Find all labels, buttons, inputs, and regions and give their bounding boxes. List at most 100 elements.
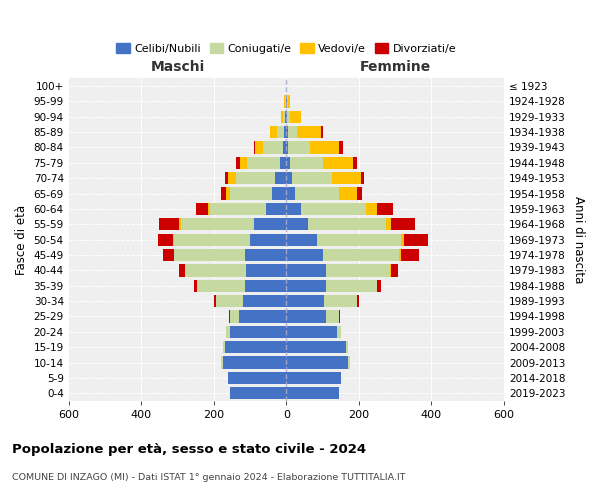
Bar [286, 295, 325, 308]
Bar [158, 234, 173, 246]
Bar [308, 218, 386, 230]
Text: COMUNE DI INZAGO (MI) - Dati ISTAT 1° gennaio 2024 - Elaborazione TUTTITALIA.IT: COMUNE DI INZAGO (MI) - Dati ISTAT 1° ge… [12, 472, 406, 482]
Bar [389, 264, 391, 276]
Bar [223, 341, 224, 353]
Bar [228, 172, 236, 184]
Bar [230, 387, 286, 400]
Bar [286, 110, 287, 123]
Bar [286, 218, 308, 230]
Bar [281, 110, 283, 123]
Bar [337, 326, 341, 338]
Bar [339, 188, 357, 200]
Bar [236, 172, 275, 184]
Bar [173, 234, 174, 246]
Bar [179, 264, 185, 276]
Bar [277, 126, 284, 138]
Bar [230, 310, 239, 322]
Bar [239, 310, 286, 322]
Bar [323, 249, 399, 261]
Bar [224, 341, 286, 353]
Bar [286, 341, 346, 353]
Bar [295, 188, 339, 200]
Bar [326, 264, 389, 276]
Bar [221, 188, 226, 200]
Bar [245, 280, 286, 292]
Bar [321, 126, 323, 138]
Legend: Celibi/Nubili, Coniugati/e, Vedovi/e, Divorziati/e: Celibi/Nubili, Coniugati/e, Vedovi/e, Di… [112, 38, 461, 58]
Bar [401, 249, 419, 261]
Bar [272, 188, 286, 200]
Bar [286, 142, 288, 154]
Bar [221, 356, 223, 368]
Bar [284, 95, 285, 108]
Bar [339, 310, 340, 322]
Bar [284, 126, 286, 138]
Bar [226, 326, 230, 338]
Bar [339, 142, 343, 154]
Bar [348, 356, 350, 368]
Bar [228, 372, 286, 384]
Bar [286, 126, 288, 138]
Bar [286, 310, 326, 322]
Bar [325, 295, 357, 308]
Bar [286, 372, 341, 384]
Bar [160, 218, 179, 230]
Bar [290, 110, 301, 123]
Y-axis label: Anni di nascita: Anni di nascita [572, 196, 585, 284]
Bar [391, 218, 415, 230]
Bar [208, 203, 210, 215]
Bar [286, 326, 337, 338]
Bar [240, 156, 247, 169]
Bar [404, 234, 428, 246]
Bar [366, 203, 377, 215]
Bar [181, 218, 254, 230]
Bar [377, 280, 380, 292]
Bar [223, 356, 286, 368]
Bar [357, 188, 362, 200]
Bar [226, 188, 230, 200]
Bar [254, 142, 256, 154]
Bar [179, 218, 181, 230]
Bar [185, 264, 247, 276]
Bar [174, 249, 245, 261]
Bar [286, 280, 326, 292]
Bar [323, 156, 353, 169]
Bar [297, 126, 321, 138]
Bar [286, 188, 295, 200]
Text: Popolazione per età, sesso e stato civile - 2024: Popolazione per età, sesso e stato civil… [12, 442, 366, 456]
Bar [286, 203, 301, 215]
Bar [163, 249, 174, 261]
Bar [263, 142, 283, 154]
Bar [357, 295, 359, 308]
Bar [285, 95, 286, 108]
Bar [287, 95, 288, 108]
Bar [286, 234, 317, 246]
Text: Maschi: Maschi [151, 60, 205, 74]
Bar [194, 280, 197, 292]
Bar [286, 172, 292, 184]
Bar [256, 142, 263, 154]
Bar [286, 156, 290, 169]
Bar [287, 110, 290, 123]
Bar [230, 188, 272, 200]
Y-axis label: Fasce di età: Fasce di età [15, 204, 28, 274]
Bar [377, 203, 394, 215]
Bar [247, 264, 286, 276]
Bar [229, 310, 230, 322]
Bar [236, 156, 240, 169]
Bar [283, 110, 285, 123]
Bar [317, 234, 401, 246]
Bar [332, 172, 361, 184]
Bar [286, 264, 326, 276]
Bar [275, 172, 286, 184]
Bar [346, 341, 348, 353]
Bar [285, 110, 286, 123]
Bar [247, 156, 280, 169]
Bar [210, 203, 266, 215]
Bar [391, 264, 398, 276]
Bar [401, 234, 404, 246]
Bar [399, 249, 401, 261]
Bar [215, 295, 243, 308]
Bar [266, 203, 286, 215]
Bar [310, 142, 339, 154]
